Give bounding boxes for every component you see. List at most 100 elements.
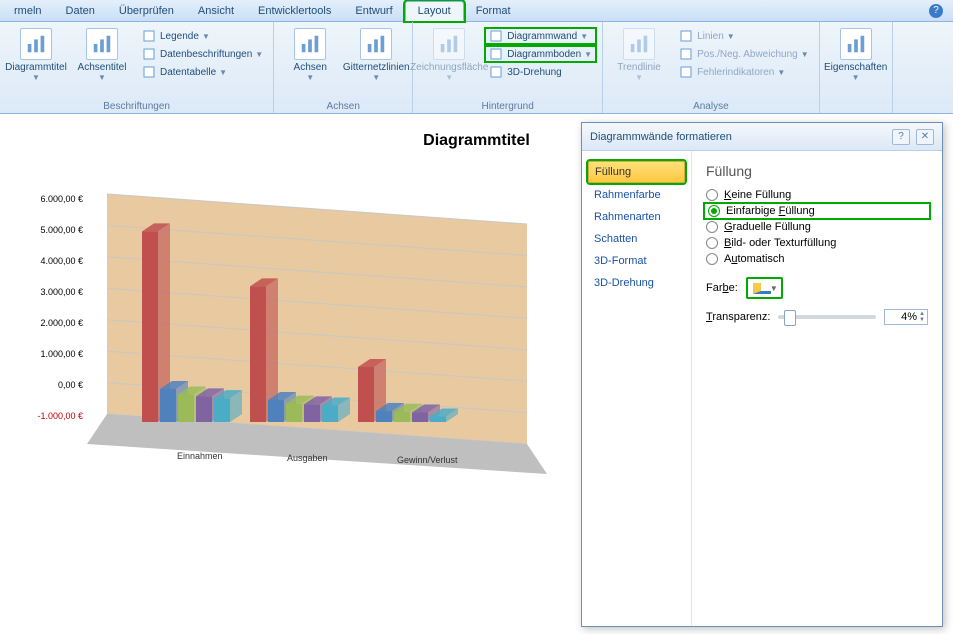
axes-icon [294, 28, 326, 60]
diagrammboden-button[interactable]: Diagrammboden▼ [485, 46, 596, 62]
y-tick-label: 6.000,00 € [15, 194, 83, 225]
chart-area[interactable]: 6.000,00 €5.000,00 €4.000,00 €3.000,00 €… [15, 174, 570, 634]
button-label: Diagrammboden [507, 49, 581, 60]
svg-text:Ausgaben: Ausgaben [287, 453, 328, 463]
button-label: Achsentitel [78, 62, 127, 73]
ribbon-group-misc: Eigenschaften▼ [820, 22, 893, 113]
small-icon [489, 29, 503, 43]
button-label: Linien [697, 31, 724, 42]
radio-icon [706, 189, 718, 201]
dialog-pane: Füllung Keine Füllung Einfarbige Füllung G… [692, 151, 942, 626]
datentabelle-button[interactable]: Datentabelle▼ [138, 64, 267, 80]
menu-tab-bar: rmelnDatenÜberprüfenAnsichtEntwicklertoo… [0, 0, 953, 22]
fill-radio-option[interactable]: Automatisch [706, 253, 928, 265]
pane-heading: Füllung [706, 163, 928, 179]
button-label: 3D-Drehung [507, 67, 561, 78]
dialog-nav-3d-format[interactable]: 3D-Format [588, 251, 685, 271]
eigenschaften-button[interactable]: Eigenschaften▼ [826, 26, 886, 113]
button-label: Datenbeschriftungen [160, 49, 252, 60]
menu-tab-rmeln[interactable]: rmeln [2, 2, 54, 20]
transparency-slider[interactable] [778, 315, 876, 319]
small-icon [142, 47, 156, 61]
dialog-nav-schatten[interactable]: Schatten [588, 229, 685, 249]
achsen-button[interactable]: Achsen▼ [280, 26, 340, 113]
achsentitel-button[interactable]: Achsentitel▼ [72, 26, 132, 113]
plot-area-icon [433, 28, 465, 60]
gridlines-icon [360, 28, 392, 60]
menu-tab-format[interactable]: Format [464, 2, 523, 20]
fill-radio-option[interactable]: Bild- oder Texturfüllung [706, 237, 928, 249]
group-label: Beschriftungen [0, 101, 273, 112]
small-icon [142, 65, 156, 79]
menu-tab-daten[interactable]: Daten [54, 2, 107, 20]
dialog-nav-füllung[interactable]: Füllung [588, 161, 685, 183]
small-icon [142, 29, 156, 43]
menu-tab-entwicklertools[interactable]: Entwicklertools [246, 2, 343, 20]
menu-tab-layout[interactable]: Layout [405, 1, 464, 21]
chart-title-icon [20, 28, 52, 60]
radio-icon [708, 205, 720, 217]
button-label: Diagrammtitel [5, 62, 67, 73]
button-label: Fehlerindikatoren [697, 67, 774, 78]
menu-tab-entwurf[interactable]: Entwurf [343, 2, 404, 20]
format-dialog: Diagrammwände formatieren ? ✕ FüllungRah… [581, 122, 943, 627]
diagrammtitel-button[interactable]: Diagrammtitel▼ [6, 26, 66, 113]
y-tick-label: 0,00 € [15, 380, 83, 411]
small-icon [679, 47, 693, 61]
trendlinie-button: Trendlinie▼ [609, 26, 669, 113]
paint-bucket-icon [751, 281, 767, 295]
transparency-input[interactable] [887, 311, 917, 323]
fill-radio-option[interactable]: Einfarbige Füllung [706, 205, 928, 217]
transparency-label: Transparenz: [706, 311, 770, 323]
group-label: Hintergrund [413, 101, 602, 112]
radio-icon [706, 221, 718, 233]
small-icon [679, 29, 693, 43]
diagrammwand-button[interactable]: Diagrammwand▼ [485, 28, 596, 44]
legende-button[interactable]: Legende▼ [138, 28, 267, 44]
y-tick-label: -1.000,00 € [15, 411, 83, 442]
radio-label: Keine Füllung [724, 189, 791, 201]
y-tick-label: 5.000,00 € [15, 225, 83, 256]
button-label: Pos./Neg. Abweichung [697, 49, 798, 60]
group-label: Analyse [603, 101, 819, 112]
fill-radio-option[interactable]: Graduelle Füllung [706, 221, 928, 233]
small-icon [489, 65, 503, 79]
y-tick-label: 1.000,00 € [15, 349, 83, 380]
help-icon[interactable]: ? [929, 4, 943, 18]
y-axis-labels: 6.000,00 €5.000,00 €4.000,00 €3.000,00 €… [15, 194, 83, 442]
dialog-nav-3d-drehung[interactable]: 3D-Drehung [588, 273, 685, 293]
menu-tab-überprüfen[interactable]: Überprüfen [107, 2, 186, 20]
zeichnungsflaeche-button: Zeichnungsfläche▼ [419, 26, 479, 113]
y-tick-label: 3.000,00 € [15, 287, 83, 318]
3d-drehung-button[interactable]: 3D-Drehung [485, 64, 596, 80]
menu-tab-ansicht[interactable]: Ansicht [186, 2, 246, 20]
button-label: Zeichnungsfläche [410, 62, 488, 73]
button-label: Legende [160, 31, 199, 42]
ribbon-group-beschriftungen: Diagrammtitel▼Achsentitel▼ Legende▼ Datenb… [0, 22, 274, 113]
dialog-help-icon[interactable]: ? [892, 129, 910, 145]
fill-radio-option[interactable]: Keine Füllung [706, 189, 928, 201]
svg-text:Gewinn/Verlust: Gewinn/Verlust [397, 455, 458, 465]
small-icon [679, 65, 693, 79]
dialog-nav-rahmenarten[interactable]: Rahmenarten [588, 207, 685, 227]
datenbeschriftungen-button[interactable]: Datenbeschriftungen▼ [138, 46, 267, 62]
ribbon-group-achsen: Achsen▼Gitternetzlinien▼Achsen [274, 22, 413, 113]
radio-icon [706, 253, 718, 265]
chart-3d-plot[interactable]: EinnahmenAusgabenGewinn/Verlust [87, 184, 557, 484]
button-label: Gitternetzlinien [343, 62, 410, 73]
gitternetzlinien-button[interactable]: Gitternetzlinien▼ [346, 26, 406, 113]
dialog-titlebar: Diagrammwände formatieren ? ✕ [582, 123, 942, 151]
radio-icon [706, 237, 718, 249]
button-label: Eigenschaften [824, 62, 887, 73]
radio-label: Bild- oder Texturfüllung [724, 237, 836, 249]
ribbon: Diagrammtitel▼Achsentitel▼ Legende▼ Datenb… [0, 22, 953, 114]
dialog-nav-rahmenfarbe[interactable]: Rahmenfarbe [588, 185, 685, 205]
fill-color-button[interactable]: ▼ [746, 277, 783, 299]
dialog-close-icon[interactable]: ✕ [916, 129, 934, 145]
ribbon-group-analyse: Trendlinie▼Linien▼Pos./Neg. Abweichung▼F… [603, 22, 820, 113]
fehlerindikatoren-button: Fehlerindikatoren▼ [675, 64, 813, 80]
transparency-spinner[interactable]: ▲▼ [884, 309, 928, 325]
posneg-button: Pos./Neg. Abweichung▼ [675, 46, 813, 62]
radio-label: Automatisch [724, 253, 785, 265]
trendline-icon [623, 28, 655, 60]
